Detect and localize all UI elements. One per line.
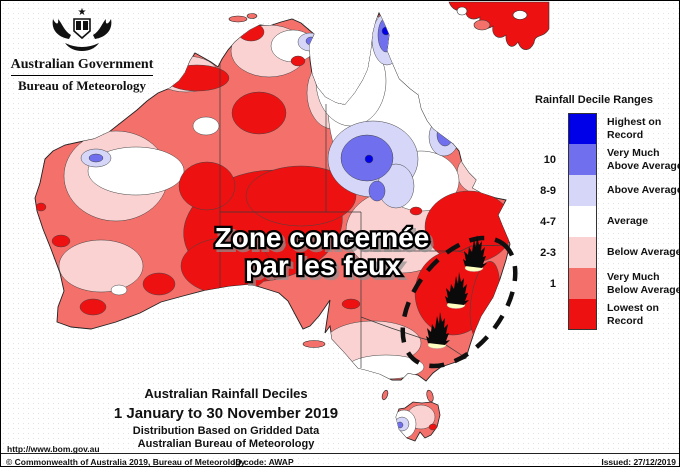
legend-range (522, 299, 568, 330)
legend-range: 2-3 (540, 246, 556, 259)
legend-swatch (568, 237, 597, 268)
legend-range: 1 (549, 277, 556, 290)
legend-label: Above Average (607, 184, 680, 197)
legend-range: 4-7 (540, 215, 556, 228)
legend-label: Very Much Above Average (607, 147, 680, 172)
map-date-range: 1 January to 30 November 2019 (113, 405, 339, 422)
commonwealth-coat-of-arms-icon: ★ (52, 7, 112, 51)
footer-divider (1, 453, 679, 454)
svg-text:par les feux: par les feux (245, 250, 401, 281)
bureau-logo-block: ★ Australian Government Bureau of Meteor… (7, 5, 157, 94)
legend: Highest on Record 10 Very Much Above Ave… (522, 113, 680, 330)
legend-label: Lowest on Record (607, 302, 659, 327)
government-title: Australian Government (10, 57, 154, 72)
fire-zone-outline (400, 235, 518, 369)
legend-swatch (568, 113, 597, 144)
lowest-on-record-regions (35, 22, 510, 341)
logo-divider (11, 75, 153, 76)
legend-title: Rainfall Decile Ranges (535, 94, 653, 106)
islands (228, 13, 434, 403)
legend-range: 8-9 (540, 184, 556, 197)
fire-zone-annotation: Zone concernée par les feux Zone concern… (212, 220, 434, 286)
bureau-title: Bureau of Meteorology (17, 78, 147, 93)
legend-range: 10 (543, 153, 556, 166)
map-subtitle: Distribution Based on Gridded Data (132, 425, 320, 437)
bom-url: http://www.bom.gov.au (7, 444, 100, 454)
state-borders (219, 63, 510, 368)
map-agency: Australian Bureau of Meteorology (137, 438, 315, 450)
legend-range (522, 113, 568, 144)
legend-swatch (568, 268, 597, 299)
legend-label: Very Much Below Average (607, 271, 680, 296)
svg-text:★: ★ (78, 7, 87, 18)
copyright-text: © Commonwealth of Australia 2019, Bureau… (6, 457, 246, 467)
issued-date-text: Issued: 27/12/2019 (601, 457, 676, 467)
legend-swatch (568, 175, 597, 206)
legend-label: Average (607, 215, 649, 228)
svg-text:Zone concernée: Zone concernée (218, 225, 433, 256)
legend-swatch (568, 144, 597, 175)
svg-text:par les feux: par les feux (248, 253, 404, 284)
svg-text:Zone concernée: Zone concernée (215, 222, 430, 253)
legend-swatch (568, 299, 597, 330)
id-code-text: ID code: AWAP (233, 457, 294, 467)
legend-label: Highest on Record (607, 116, 662, 141)
map-title-block: Australian Rainfall Deciles 1 January to… (101, 386, 351, 450)
map-title: Australian Rainfall Deciles (144, 386, 308, 401)
legend-label: Below Average (607, 246, 680, 259)
new-guinea-coast-fragment (448, 1, 550, 50)
tasmania-region (395, 401, 441, 442)
legend-swatch (568, 206, 597, 237)
